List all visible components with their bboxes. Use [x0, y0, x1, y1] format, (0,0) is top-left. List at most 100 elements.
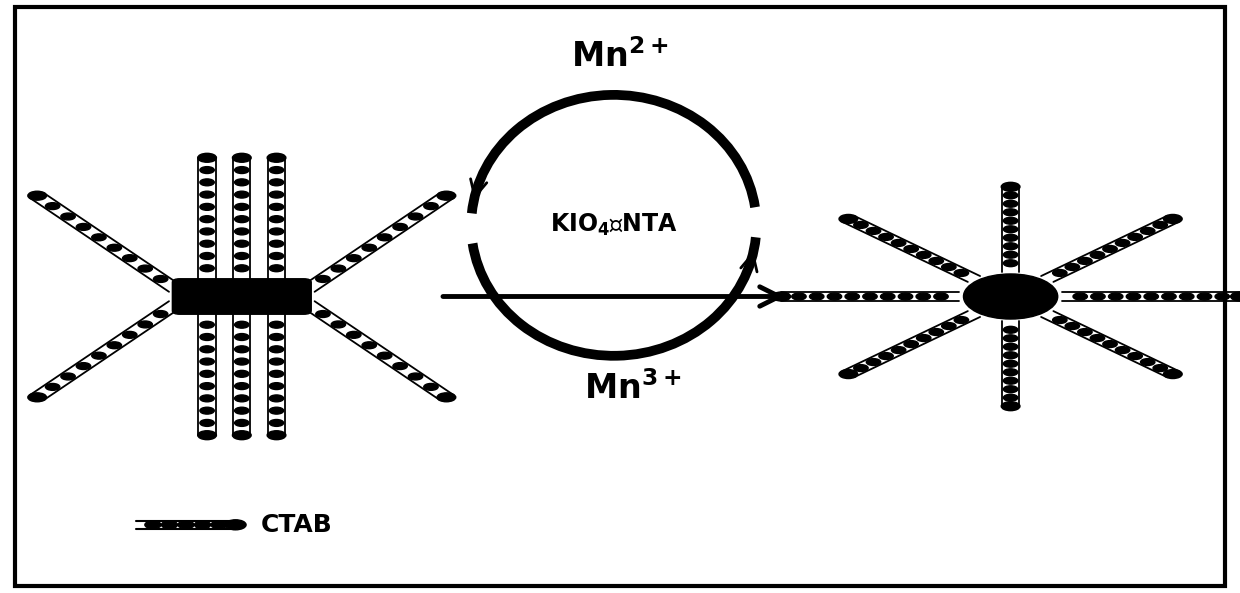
- Circle shape: [1003, 352, 1018, 359]
- Circle shape: [827, 293, 842, 300]
- Circle shape: [436, 393, 456, 402]
- Circle shape: [269, 228, 284, 235]
- Circle shape: [269, 334, 284, 340]
- Circle shape: [1003, 369, 1018, 376]
- Circle shape: [879, 234, 893, 240]
- Circle shape: [963, 274, 1058, 319]
- Circle shape: [1003, 335, 1018, 342]
- Circle shape: [200, 382, 215, 390]
- Circle shape: [269, 419, 284, 426]
- Circle shape: [179, 521, 193, 529]
- Circle shape: [1003, 361, 1018, 367]
- Circle shape: [1141, 359, 1154, 365]
- Circle shape: [269, 346, 284, 353]
- Circle shape: [269, 321, 284, 328]
- Circle shape: [200, 395, 215, 402]
- Circle shape: [929, 329, 944, 336]
- Circle shape: [863, 293, 877, 300]
- Circle shape: [941, 323, 956, 330]
- Circle shape: [331, 265, 346, 272]
- Circle shape: [107, 342, 122, 349]
- Circle shape: [200, 419, 215, 426]
- Circle shape: [1003, 377, 1018, 384]
- Circle shape: [234, 179, 249, 186]
- Circle shape: [839, 369, 858, 378]
- Circle shape: [107, 244, 122, 251]
- Circle shape: [200, 334, 215, 340]
- Circle shape: [269, 240, 284, 247]
- Circle shape: [269, 253, 284, 259]
- Circle shape: [200, 407, 215, 414]
- Circle shape: [234, 265, 249, 272]
- Circle shape: [436, 191, 456, 200]
- Circle shape: [197, 431, 217, 439]
- Circle shape: [234, 203, 249, 211]
- Circle shape: [46, 384, 60, 390]
- Circle shape: [200, 203, 215, 211]
- Circle shape: [61, 213, 76, 220]
- Circle shape: [200, 167, 215, 174]
- Circle shape: [269, 371, 284, 377]
- Circle shape: [1073, 293, 1087, 300]
- Circle shape: [1065, 263, 1080, 270]
- Circle shape: [197, 154, 217, 162]
- Circle shape: [941, 263, 956, 270]
- Circle shape: [200, 216, 215, 222]
- Circle shape: [854, 222, 868, 228]
- Circle shape: [892, 240, 905, 246]
- Circle shape: [1153, 222, 1167, 228]
- Circle shape: [880, 293, 895, 300]
- Text: $\mathbf{Mn^{2+}}$: $\mathbf{Mn^{2+}}$: [572, 39, 668, 74]
- Circle shape: [234, 228, 249, 235]
- Circle shape: [234, 419, 249, 426]
- Circle shape: [377, 234, 392, 241]
- Circle shape: [867, 359, 880, 365]
- Circle shape: [1162, 293, 1177, 300]
- Circle shape: [408, 213, 423, 220]
- Circle shape: [234, 191, 249, 198]
- Circle shape: [316, 311, 330, 317]
- Circle shape: [1003, 226, 1018, 232]
- Circle shape: [46, 203, 60, 209]
- Circle shape: [771, 292, 791, 301]
- Circle shape: [916, 251, 931, 259]
- Circle shape: [362, 342, 377, 349]
- Circle shape: [269, 203, 284, 211]
- Circle shape: [27, 191, 47, 200]
- Circle shape: [138, 265, 153, 272]
- Circle shape: [792, 293, 806, 300]
- Circle shape: [1116, 347, 1130, 353]
- Circle shape: [1145, 293, 1158, 300]
- Circle shape: [904, 340, 919, 347]
- Circle shape: [844, 293, 859, 300]
- Circle shape: [269, 395, 284, 402]
- Circle shape: [234, 167, 249, 174]
- Circle shape: [269, 191, 284, 198]
- Circle shape: [27, 393, 47, 402]
- Circle shape: [154, 311, 167, 317]
- Circle shape: [1153, 365, 1167, 371]
- Circle shape: [1065, 323, 1080, 330]
- Circle shape: [1102, 340, 1117, 347]
- Circle shape: [123, 331, 136, 338]
- Circle shape: [810, 293, 823, 300]
- Circle shape: [1126, 293, 1141, 300]
- Text: $\mathbf{Mn^{3+}}$: $\mathbf{Mn^{3+}}$: [584, 371, 681, 406]
- Circle shape: [234, 407, 249, 414]
- Circle shape: [1003, 200, 1018, 207]
- Circle shape: [898, 293, 913, 300]
- Circle shape: [1003, 217, 1018, 224]
- Circle shape: [424, 203, 438, 209]
- Circle shape: [61, 373, 76, 380]
- Circle shape: [232, 154, 252, 162]
- Circle shape: [347, 255, 361, 262]
- Circle shape: [1163, 215, 1182, 224]
- Circle shape: [1003, 326, 1018, 333]
- Circle shape: [1128, 353, 1142, 359]
- Circle shape: [200, 240, 215, 247]
- Circle shape: [1053, 317, 1066, 323]
- Circle shape: [200, 228, 215, 235]
- Circle shape: [269, 179, 284, 186]
- Circle shape: [234, 240, 249, 247]
- Circle shape: [1091, 293, 1105, 300]
